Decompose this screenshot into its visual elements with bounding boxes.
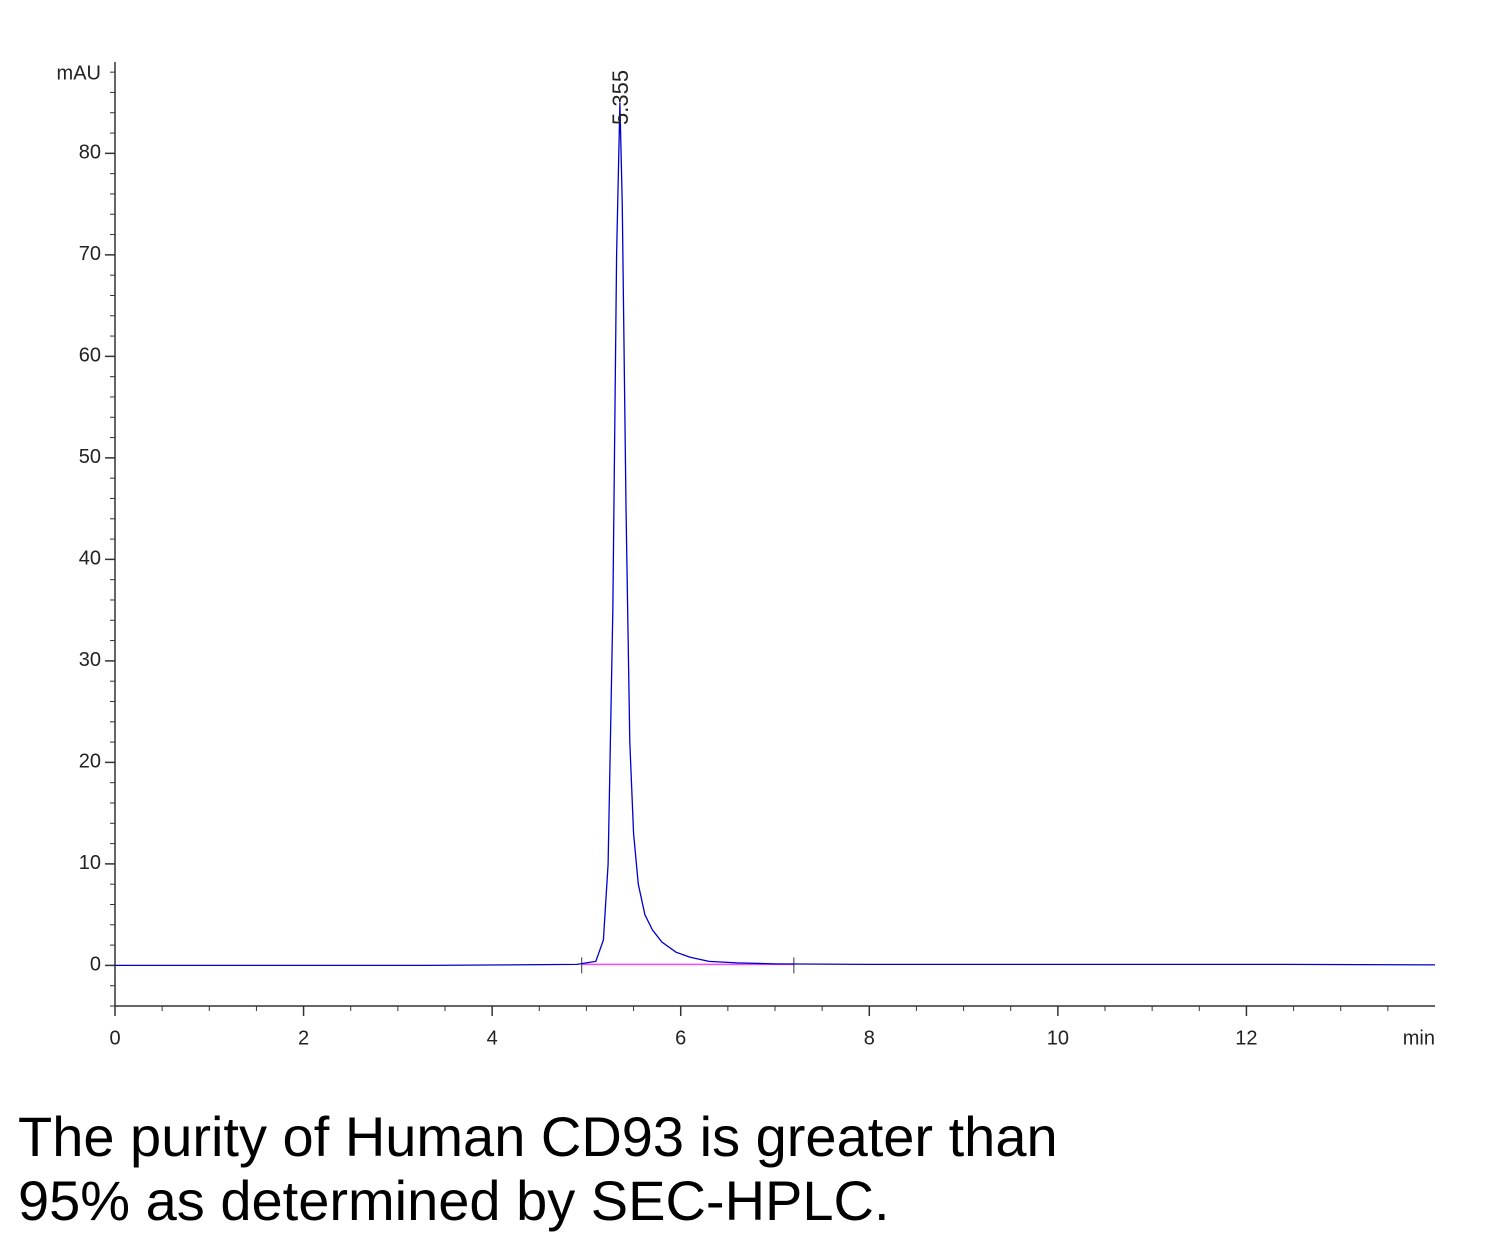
x-tick-label: 4 bbox=[487, 1027, 498, 1049]
x-tick-label: 10 bbox=[1047, 1027, 1069, 1049]
caption-line: The purity of Human CD93 is greater than bbox=[18, 1105, 1058, 1168]
y-tick-label: 80 bbox=[79, 142, 101, 164]
y-tick-label: 60 bbox=[79, 345, 101, 367]
y-tick-label: 10 bbox=[79, 852, 101, 874]
y-tick-label: 50 bbox=[79, 446, 101, 468]
caption-line: 95% as determined by SEC-HPLC. bbox=[18, 1169, 890, 1232]
x-tick-label: 12 bbox=[1235, 1027, 1257, 1049]
y-tick-label: 30 bbox=[79, 649, 101, 671]
x-axis-label: min bbox=[1403, 1027, 1435, 1049]
chart: 0 10 20 30 40 50 60 70 80 0 2 4 6 8 10 12 mAU min 5.355 bbox=[57, 62, 1436, 1049]
y-tick-label: 40 bbox=[79, 548, 101, 570]
y-tick-label: 70 bbox=[79, 243, 101, 265]
y-tick-label: 0 bbox=[90, 954, 101, 976]
peak-label: 5.355 bbox=[608, 70, 633, 125]
y-axis-label: mAU bbox=[57, 62, 101, 84]
y-tick-label: 20 bbox=[79, 751, 101, 773]
x-tick-label: 8 bbox=[864, 1027, 875, 1049]
x-tick-label: 2 bbox=[298, 1027, 309, 1049]
page: {"chart_data": {"type": "line", "y_label… bbox=[18, 62, 1436, 1232]
caption: The purity of Human CD93 is greater than… bbox=[18, 1105, 1058, 1233]
x-tick-label: 0 bbox=[109, 1027, 120, 1049]
chromatogram bbox=[115, 102, 1436, 967]
x-tick-label: 6 bbox=[675, 1027, 686, 1049]
